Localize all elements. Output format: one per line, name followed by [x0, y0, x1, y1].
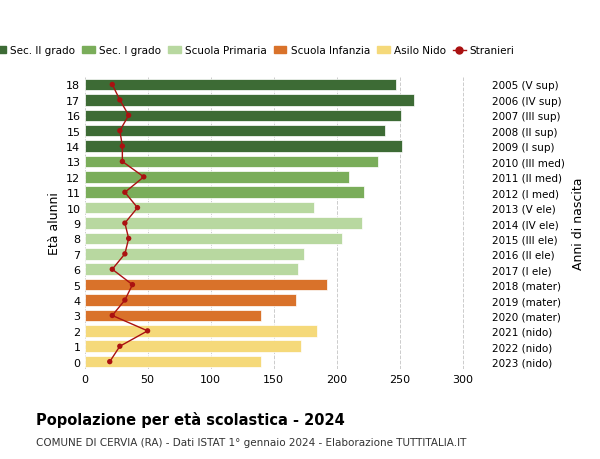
- Bar: [85, 264, 298, 275]
- Point: [115, 97, 125, 104]
- Y-axis label: Età alunni: Età alunni: [47, 192, 61, 255]
- Point: [120, 251, 130, 258]
- Point: [124, 235, 133, 243]
- Point: [105, 358, 115, 365]
- Bar: [85, 110, 401, 122]
- Bar: [85, 356, 261, 368]
- Point: [139, 174, 149, 181]
- Bar: [85, 341, 301, 352]
- Point: [128, 281, 137, 289]
- Bar: [85, 279, 326, 291]
- Point: [124, 112, 133, 120]
- Point: [115, 343, 125, 350]
- Point: [107, 82, 117, 89]
- Bar: [85, 202, 314, 214]
- Point: [118, 143, 127, 151]
- Text: COMUNE DI CERVIA (RA) - Dati ISTAT 1° gennaio 2024 - Elaborazione TUTTITALIA.IT: COMUNE DI CERVIA (RA) - Dati ISTAT 1° ge…: [36, 437, 466, 447]
- Legend: Sec. II grado, Sec. I grado, Scuola Primaria, Scuola Infanzia, Asilo Nido, Stran: Sec. II grado, Sec. I grado, Scuola Prim…: [0, 42, 519, 60]
- Bar: [85, 172, 349, 183]
- Point: [133, 205, 142, 212]
- Bar: [85, 187, 364, 199]
- Bar: [85, 95, 413, 106]
- Bar: [85, 79, 396, 91]
- Bar: [85, 126, 385, 137]
- Y-axis label: Anni di nascita: Anni di nascita: [572, 178, 585, 270]
- Text: Popolazione per età scolastica - 2024: Popolazione per età scolastica - 2024: [36, 411, 345, 427]
- Point: [120, 297, 130, 304]
- Bar: [85, 233, 342, 245]
- Point: [107, 312, 117, 319]
- Point: [107, 266, 117, 274]
- Point: [143, 327, 152, 335]
- Bar: [85, 325, 317, 337]
- Bar: [85, 248, 304, 260]
- Point: [115, 128, 125, 135]
- Bar: [85, 157, 379, 168]
- Bar: [85, 218, 362, 230]
- Bar: [85, 141, 402, 152]
- Bar: [85, 310, 261, 321]
- Point: [120, 189, 130, 196]
- Point: [118, 158, 127, 166]
- Bar: [85, 295, 296, 306]
- Point: [120, 220, 130, 227]
